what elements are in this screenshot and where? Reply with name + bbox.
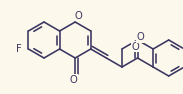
Text: O: O bbox=[132, 42, 140, 52]
Text: O: O bbox=[70, 75, 77, 85]
Text: O: O bbox=[75, 11, 83, 21]
Text: O: O bbox=[136, 32, 144, 42]
Text: F: F bbox=[16, 44, 21, 54]
